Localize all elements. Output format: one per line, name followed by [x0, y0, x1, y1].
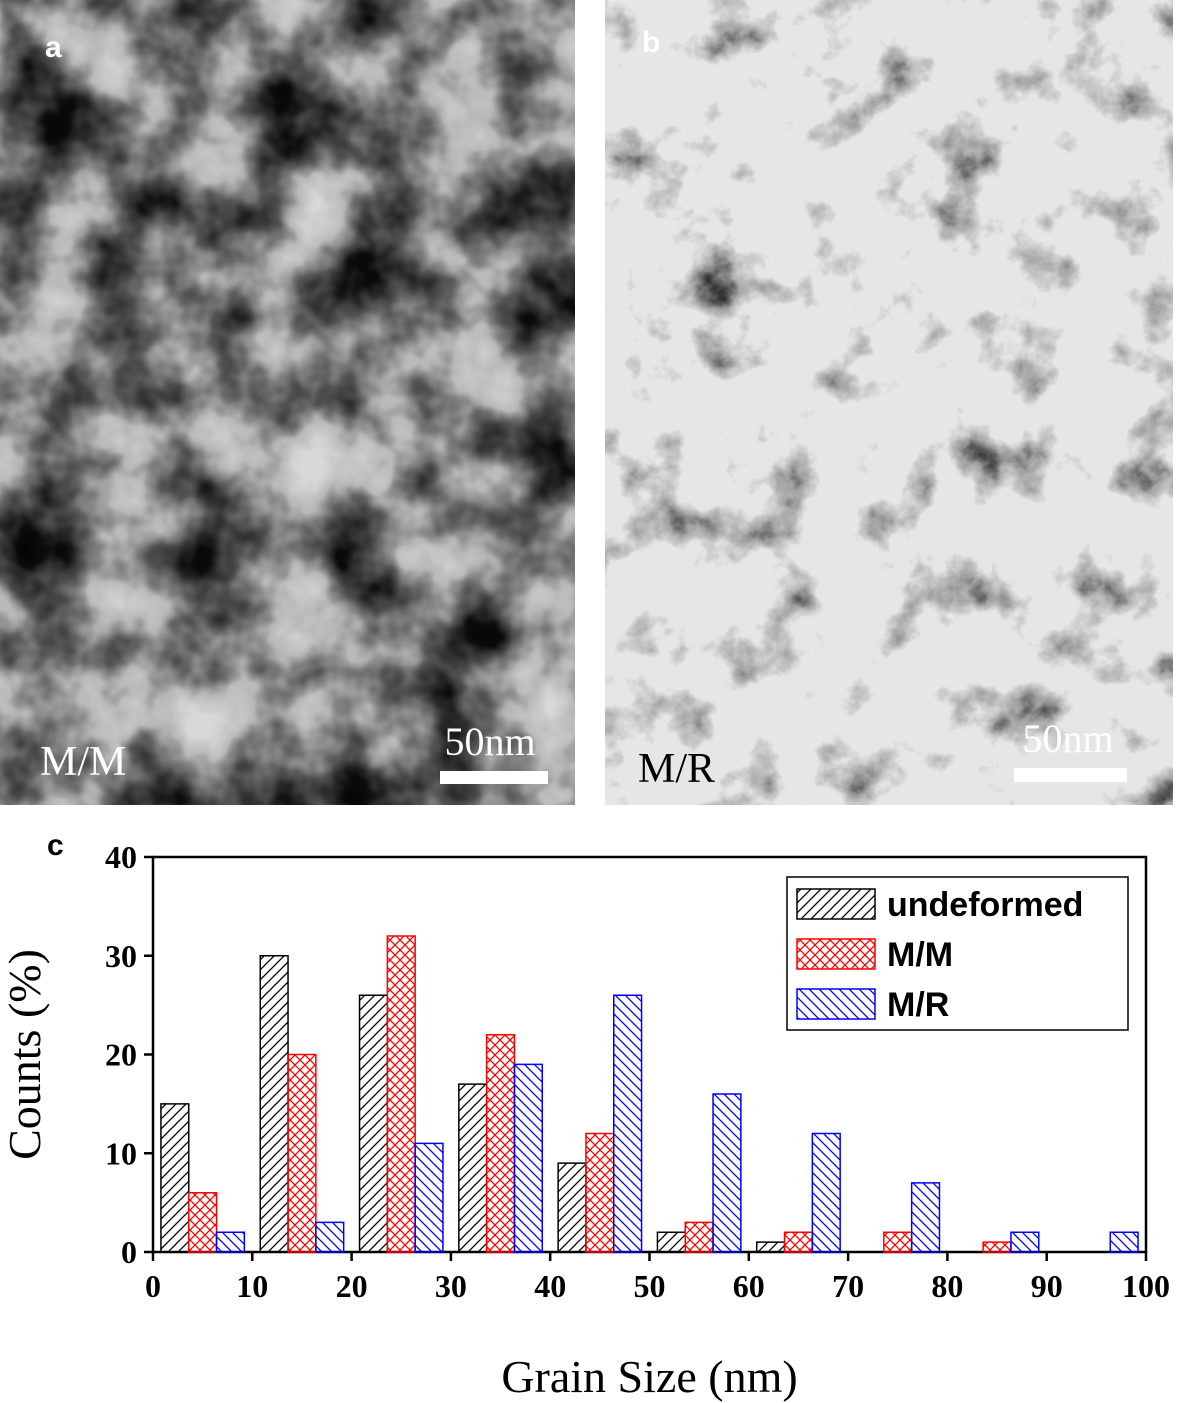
y-tick-label: 20 — [105, 1037, 137, 1073]
bar — [684, 1221, 714, 1253]
x-tick-label: 50 — [634, 1268, 666, 1304]
x-tick-label: 40 — [534, 1268, 566, 1304]
bar — [656, 1231, 686, 1253]
legend-label: M/M — [887, 936, 953, 974]
x-tick-label: 70 — [832, 1268, 864, 1304]
y-tick-label: 0 — [121, 1234, 137, 1270]
bar — [982, 1241, 1012, 1253]
micrograph-a: a M/M 50nm — [0, 0, 575, 805]
legend-label: M/R — [887, 986, 949, 1024]
bar — [783, 1231, 814, 1253]
scale-label: 50nm — [1022, 716, 1113, 761]
bar — [315, 1221, 345, 1253]
bar — [160, 1103, 190, 1253]
bar — [215, 1231, 246, 1253]
bar — [259, 955, 289, 1253]
y-tick-label: 40 — [105, 839, 137, 875]
legend-swatch — [796, 988, 876, 1020]
panel-label: b — [642, 26, 660, 59]
x-axis-label: Grain Size (nm) — [501, 1351, 797, 1402]
scale-label: 50nm — [444, 719, 535, 764]
panel-label: a — [45, 31, 62, 64]
bar — [811, 1132, 841, 1253]
x-tick-label: 80 — [931, 1268, 963, 1304]
legend-swatch — [796, 888, 876, 920]
x-tick-label: 0 — [145, 1268, 161, 1304]
sample-label: M/R — [638, 746, 715, 792]
x-tick-label: 90 — [1031, 1268, 1063, 1304]
bar — [287, 1053, 317, 1253]
scale-bar — [1014, 768, 1127, 782]
scale-bar — [440, 771, 548, 784]
bar — [513, 1063, 544, 1253]
legend-swatch — [796, 938, 876, 970]
x-tick-label: 20 — [336, 1268, 368, 1304]
bar — [485, 1034, 516, 1253]
x-tick-label: 30 — [435, 1268, 467, 1304]
y-tick-label: 10 — [105, 1135, 137, 1171]
x-tick-label: 10 — [236, 1268, 268, 1304]
legend-label: undeformed — [887, 886, 1083, 924]
sample-label: M/M — [40, 739, 126, 785]
y-tick-label: 30 — [105, 938, 137, 974]
x-tick-label: 60 — [733, 1268, 765, 1304]
micrograph-b: b M/R 50nm — [605, 0, 1173, 805]
bar — [458, 1083, 488, 1253]
bar — [883, 1231, 913, 1253]
bar — [613, 994, 643, 1253]
bar — [910, 1182, 941, 1253]
bar — [414, 1142, 444, 1253]
bar — [585, 1132, 615, 1253]
bar — [358, 994, 389, 1253]
bar — [712, 1093, 742, 1253]
x-tick-label: 100 — [1122, 1268, 1170, 1304]
bar — [1109, 1231, 1139, 1253]
bar — [386, 935, 416, 1253]
y-axis-label: Counts (%) — [0, 949, 50, 1160]
panel-label: c — [47, 829, 64, 862]
bar — [557, 1162, 587, 1253]
bar — [187, 1192, 218, 1253]
bar — [1010, 1231, 1040, 1253]
bar — [755, 1241, 786, 1253]
